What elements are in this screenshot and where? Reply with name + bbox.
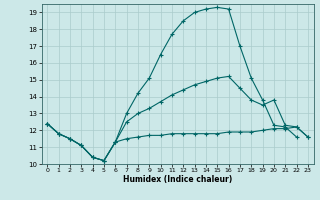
X-axis label: Humidex (Indice chaleur): Humidex (Indice chaleur)	[123, 175, 232, 184]
